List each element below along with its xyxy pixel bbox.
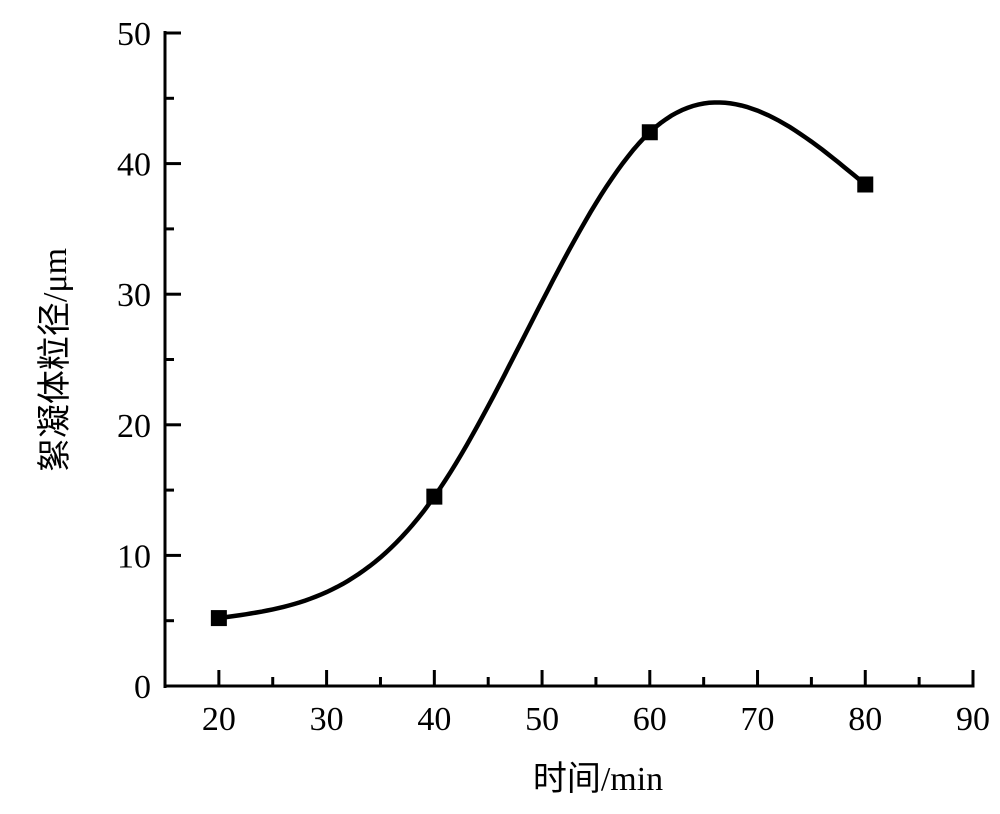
x-tick-label: 60	[633, 701, 667, 738]
data-point-marker	[857, 176, 874, 193]
x-tick-label: 90	[956, 701, 990, 738]
series-markers	[210, 124, 874, 627]
y-tick-label: 0	[134, 669, 151, 706]
data-point-marker	[210, 610, 227, 627]
y-tick-label: 20	[117, 408, 151, 445]
x-axis-label: 时间/min	[533, 761, 663, 798]
x-tick-label: 20	[202, 701, 236, 738]
series-curve	[218, 100, 867, 621]
axes	[163, 31, 975, 688]
x-tick-label: 80	[848, 701, 882, 738]
data-point-marker	[641, 124, 658, 141]
x-tick-label: 70	[741, 701, 775, 738]
x-tick-label: 30	[310, 701, 344, 738]
y-tick-label: 30	[117, 277, 151, 314]
x-tick-label: 40	[417, 701, 451, 738]
y-tick-label: 10	[117, 538, 151, 575]
y-tick-label: 50	[117, 16, 151, 53]
y-axis-label: 絮凝体粒径/μm	[36, 248, 74, 472]
data-point-marker	[426, 488, 443, 505]
y-tick-label: 40	[117, 147, 151, 184]
x-tick-label: 50	[525, 701, 559, 738]
ticks: 20 30 40 50 60 70 80 90 0 10 20 30 40 50	[117, 16, 990, 738]
